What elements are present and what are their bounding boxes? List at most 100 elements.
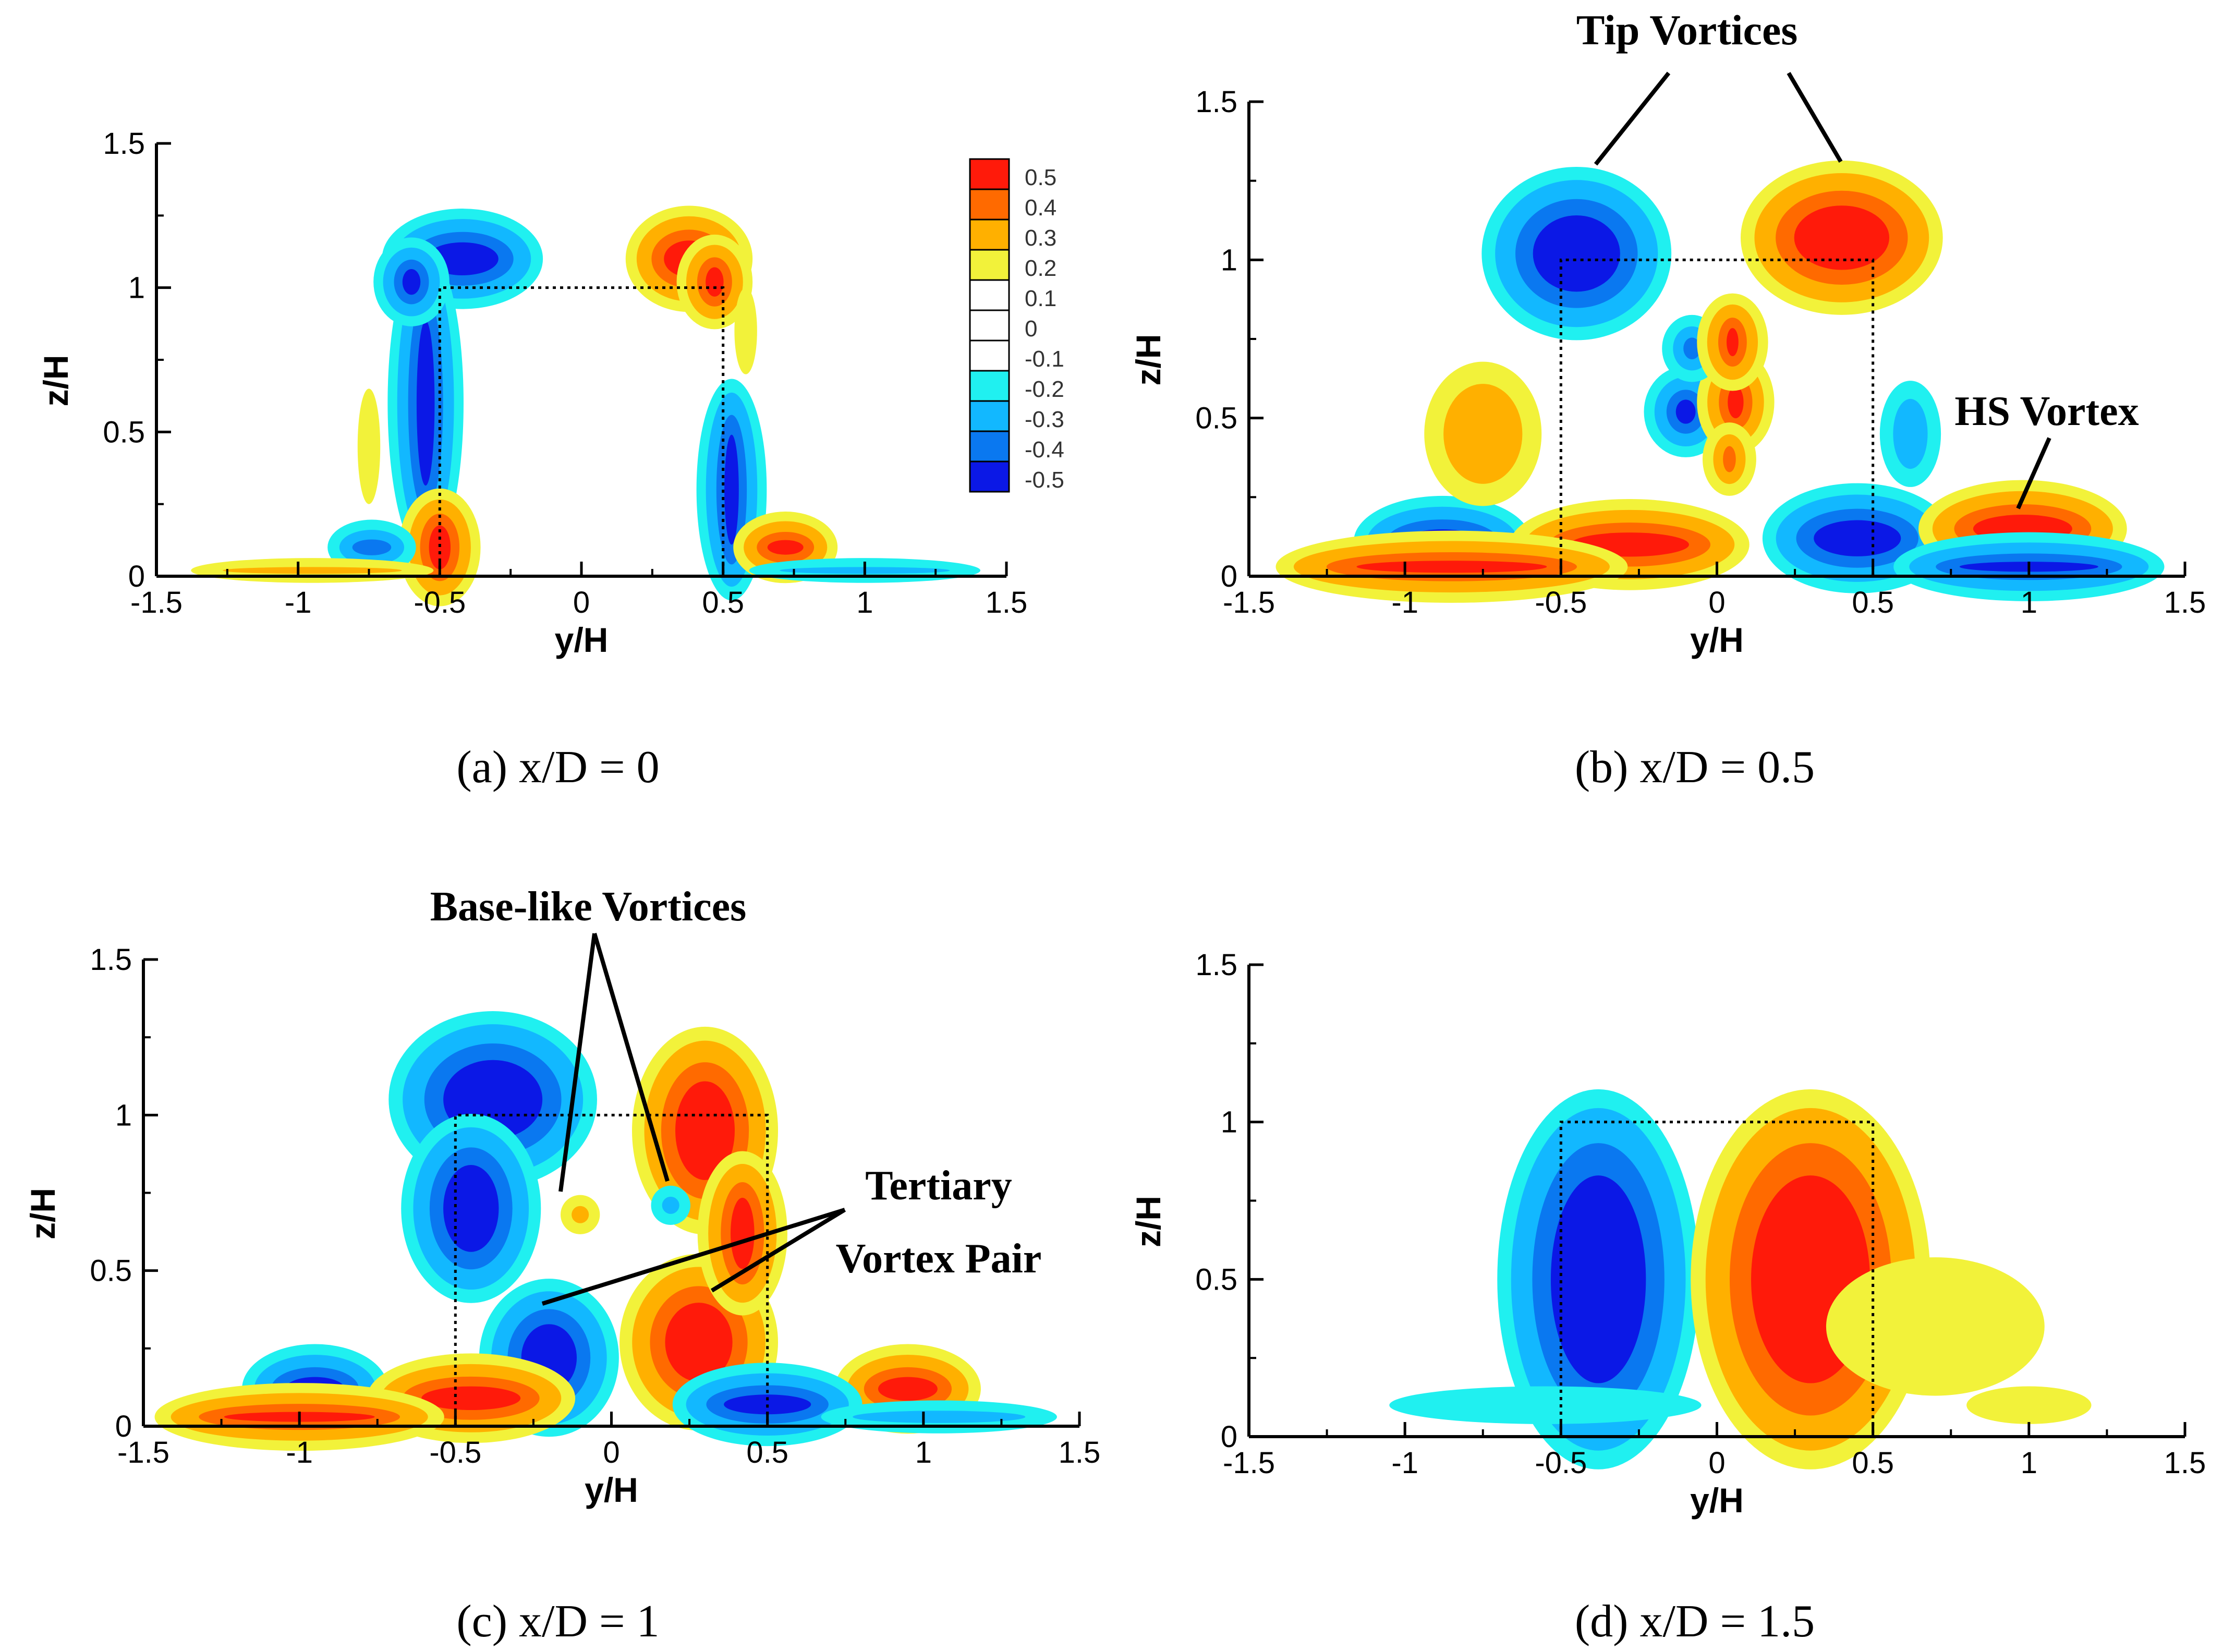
- colorbar-label: 0.1: [1025, 286, 1056, 311]
- colorbar: 0.5 0.4 0.3 0.2 0.1 0 -0.1 -0.2 -0.3 -0.4 -0.5: [969, 158, 1064, 493]
- contour-level-neg0p2: [1389, 1386, 1702, 1424]
- contour-level-neg0p4: [1683, 337, 1701, 360]
- x-tick-label: -1: [286, 1436, 313, 1469]
- contour-floor-neg: [1389, 1386, 1702, 1424]
- contour-base-like-pos: [560, 1195, 600, 1234]
- x-tick-label: -0.5: [414, 586, 466, 620]
- contour-level-neg0p5: [443, 1164, 499, 1252]
- colorbar-label: 0.3: [1025, 225, 1056, 251]
- caption-a: (a) x/D = 0: [456, 742, 659, 793]
- contour-level-neg0p5: [1533, 215, 1620, 292]
- x-tick-label: -1: [1391, 1446, 1418, 1480]
- contour-cyan-patch-right: [1879, 381, 1941, 487]
- contour-level-0p3: [1443, 384, 1523, 484]
- contour-yellow-spread: [1826, 1257, 2045, 1396]
- body-outline: [454, 1113, 769, 1426]
- x-axis-label: y/H: [1690, 1481, 1744, 1520]
- x-axis-label: y/H: [555, 621, 609, 659]
- contour-side-neg: [401, 1113, 541, 1303]
- colorbar-swatch: [969, 370, 1010, 402]
- colorbar-swatch: [969, 279, 1010, 311]
- annotation-group-c: Base-like Vortices Tertiary Vortex Pair: [430, 884, 1042, 1306]
- colorbar-label: -0.3: [1025, 407, 1064, 432]
- contour-floor-neg-right: [821, 1400, 1057, 1434]
- x-tick-label: 0.5: [746, 1436, 788, 1469]
- annotation-leader-tip-right: [1787, 71, 1843, 163]
- contour-floor-neg: [672, 1363, 863, 1447]
- contour-level-neg0p3: [1893, 398, 1928, 469]
- colorbar-swatch: [969, 430, 1010, 463]
- y-tick-label: 1.5: [103, 127, 145, 161]
- y-tick-label: 1: [128, 271, 145, 305]
- y-tick-label: 0.5: [90, 1254, 132, 1288]
- contour-level-0p2: [734, 287, 757, 374]
- x-tick-label: -1: [1391, 586, 1418, 620]
- x-tick-label: -1.5: [130, 586, 183, 620]
- x-tick-label: -1: [285, 586, 312, 620]
- colorbar-label: 0: [1025, 316, 1037, 342]
- colorbar-label: -0.5: [1025, 467, 1064, 493]
- contour-corner-pos: [676, 234, 753, 330]
- annotation-tertiary: Tertiary: [865, 1163, 1012, 1209]
- annotation-vortex-pair: Vortex Pair: [836, 1236, 1042, 1282]
- colorbar-swatch: [969, 249, 1010, 281]
- contour-level-neg0p5: [1675, 399, 1696, 424]
- contour-level-0p5: [1356, 561, 1547, 573]
- y-axis-label: z/H: [37, 355, 75, 407]
- colorbar-swatch: [969, 309, 1010, 342]
- x-tick-label: -0.5: [1535, 1446, 1587, 1480]
- contour-level-0p5: [665, 1303, 733, 1382]
- contour-base-like-neg: [651, 1185, 690, 1225]
- contour-level-neg0p5: [724, 1394, 811, 1415]
- contour-tip-vortex-neg: [1481, 166, 1672, 341]
- contour-level-0p5: [1794, 205, 1890, 270]
- body-outline: [438, 286, 725, 576]
- annotation-tip-vortices: Tip Vortices: [1576, 6, 1798, 54]
- contour-level-0p3: [223, 567, 402, 574]
- contour-level-0p5: [706, 267, 724, 297]
- y-tick-label: 0.5: [1195, 1262, 1237, 1296]
- contour-level-0p2: [357, 388, 381, 504]
- colorbar-label: 0.5: [1025, 165, 1056, 190]
- annotation-leader-tertiary-left: [541, 1208, 846, 1306]
- contour-yellow-patch-left: [1424, 361, 1542, 506]
- colorbar-swatch: [969, 188, 1010, 221]
- y-tick-label: 1: [1221, 1106, 1237, 1139]
- contour-level-neg0p5: [1550, 1175, 1646, 1383]
- contour-level-neg0p4: [352, 539, 392, 555]
- x-tick-label: 1: [2021, 1446, 2037, 1480]
- y-tick-label: 0: [128, 560, 145, 593]
- contour-yellow-right: [1966, 1386, 2092, 1424]
- contour-level-neg0p3: [662, 1196, 679, 1214]
- contour-level-neg0p5: [416, 320, 435, 486]
- x-tick-label: 0.5: [1852, 1446, 1894, 1480]
- panel-c: -1.5 -1 -0.5 0 0.5 1 1.5 0 0.5 1 1.5 y/H z/H: [23, 943, 1100, 1509]
- contour-level-neg0p5: [402, 269, 421, 295]
- panel-b: -1.5 -1 -0.5 0 0.5 1 1.5 0 0.5 1 1.5 y/H z/H: [1129, 85, 2206, 659]
- contour-level-0p5: [731, 1197, 755, 1269]
- contour-level-0p5: [878, 1377, 938, 1401]
- x-tick-label: 0: [573, 586, 590, 620]
- annotation-leader-base-right: [592, 932, 670, 1182]
- panel-d: -1.5 -1 -0.5 0 0.5 1 1.5 0 0.5 1 1.5 y/H z/H: [1129, 948, 2206, 1520]
- x-axis-label: y/H: [585, 1471, 638, 1509]
- x-tick-label: 1: [915, 1436, 932, 1469]
- annotation-leader-tertiary-right: [710, 1208, 846, 1293]
- y-tick-label: 0: [1221, 560, 1237, 593]
- contour-yellow-patch-left: [357, 388, 381, 504]
- colorbar-swatch: [969, 218, 1010, 251]
- contour-level-0p5: [675, 1081, 735, 1180]
- x-tick-label: 1.5: [1059, 1436, 1101, 1469]
- contour-level-0p5: [767, 540, 804, 555]
- contour-side-pos: [697, 1151, 787, 1316]
- y-tick-label: 1.5: [90, 943, 132, 977]
- x-tick-label: 1.5: [2164, 586, 2206, 620]
- x-tick-label: 0.5: [702, 586, 744, 620]
- annotation-hs-vortex: HS Vortex: [1954, 388, 2139, 434]
- x-tick-label: 1: [856, 586, 873, 620]
- caption-b: (b) x/D = 0.5: [1575, 742, 1815, 793]
- contour-level-0p5: [1727, 328, 1739, 357]
- contour-tip-vortex-pos: [1740, 160, 1943, 315]
- y-axis-label: z/H: [1129, 334, 1168, 386]
- contour-small-pos-3: [1702, 422, 1756, 496]
